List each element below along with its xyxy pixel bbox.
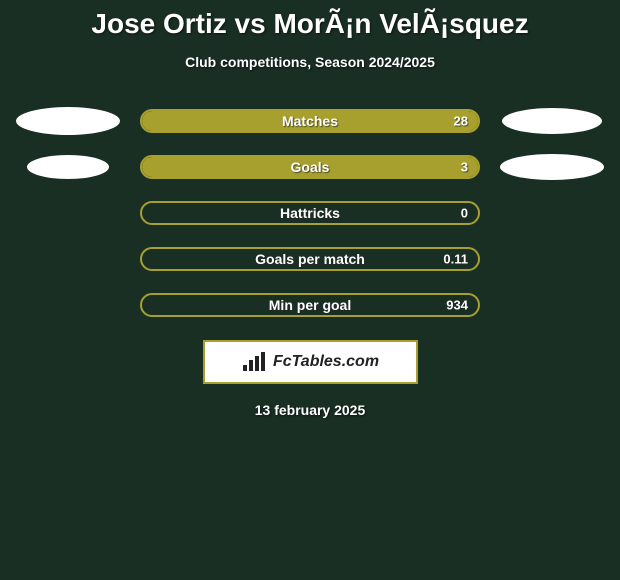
stat-row: Min per goal 934 — [0, 282, 620, 328]
bar-label: Min per goal — [269, 297, 351, 313]
left-side — [8, 107, 128, 135]
bar-label: Goals per match — [255, 251, 365, 267]
player1-ellipse — [27, 155, 109, 179]
stat-bar: Matches 28 — [140, 109, 480, 133]
bar-value: 0 — [461, 206, 468, 221]
date: 13 february 2025 — [0, 402, 620, 418]
bar-value: 0.11 — [443, 252, 468, 267]
stats-rows: Matches 28 Goals 3 Hattricks 0 Goals per match… — [0, 98, 620, 328]
logo-text: FcTables.com — [273, 353, 379, 371]
bar-label: Matches — [282, 113, 338, 129]
stat-bar: Hattricks 0 — [140, 201, 480, 225]
right-side — [492, 108, 612, 134]
stat-bar: Goals per match 0.11 — [140, 247, 480, 271]
comparison-card: Jose Ortiz vs MorÃ¡n VelÃ¡squez Club com… — [0, 0, 620, 418]
stat-bar: Min per goal 934 — [140, 293, 480, 317]
bar-value: 28 — [454, 114, 468, 129]
bars-icon — [241, 351, 267, 373]
right-side — [492, 154, 612, 180]
bar-value: 3 — [461, 160, 468, 175]
stat-row: Goals per match 0.11 — [0, 236, 620, 282]
subtitle: Club competitions, Season 2024/2025 — [0, 54, 620, 70]
logo-box: FcTables.com — [203, 340, 418, 384]
stat-row: Goals 3 — [0, 144, 620, 190]
player2-ellipse — [500, 154, 604, 180]
title: Jose Ortiz vs MorÃ¡n VelÃ¡squez — [0, 8, 620, 40]
stat-bar: Goals 3 — [140, 155, 480, 179]
bar-label: Hattricks — [280, 205, 340, 221]
left-side — [8, 155, 128, 179]
bar-value: 934 — [446, 298, 468, 313]
bar-label: Goals — [291, 159, 330, 175]
stat-row: Hattricks 0 — [0, 190, 620, 236]
player2-ellipse — [502, 108, 602, 134]
stat-row: Matches 28 — [0, 98, 620, 144]
player1-ellipse — [16, 107, 120, 135]
